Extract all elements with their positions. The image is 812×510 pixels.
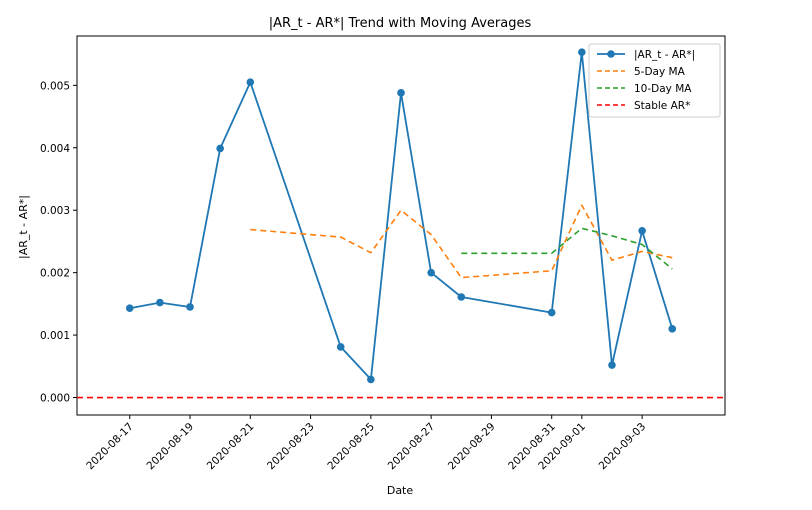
data-point (457, 293, 466, 301)
data-point (608, 361, 616, 369)
legend-label-series-2: 5-Day MA (634, 66, 686, 78)
data-point (547, 308, 556, 317)
series-line-2 (250, 204, 673, 279)
plot-area (76, 35, 726, 416)
series-layer (77, 48, 725, 399)
y-tick-label: 0.001 (40, 330, 70, 342)
data-point (397, 89, 405, 97)
data-point (638, 227, 646, 235)
data-point (367, 375, 375, 384)
y-axis-label: |AR_t - AR*| (17, 195, 30, 259)
y-tick-label: 0.002 (40, 268, 70, 280)
x-axis-label: Date (387, 484, 414, 497)
data-point (156, 298, 164, 307)
y-tick-label: 0.003 (40, 205, 70, 217)
y-axis: 0.000 0.001 0.002 0.003 0.004 0.005 (40, 80, 77, 405)
legend-label-series-1: |AR_t - AR*| (634, 49, 695, 61)
series-line-3 (461, 227, 673, 270)
data-point (246, 78, 255, 87)
legend-marker-series-1 (607, 50, 615, 58)
data-point (427, 268, 435, 277)
chart-title: |AR_t - AR*| Trend with Moving Averages (269, 16, 532, 31)
legend-label-series-3: 10-Day MA (634, 83, 692, 95)
data-point (578, 48, 586, 57)
data-point (125, 304, 134, 313)
y-tick-label: 0.004 (40, 143, 70, 155)
legend-box (588, 43, 721, 118)
legend: |AR_t - AR*| 5-Day MA 10-Day MA Stable A… (588, 43, 721, 118)
data-point (186, 303, 194, 311)
data-point (216, 144, 224, 153)
plot-frame (76, 35, 726, 416)
data-point (336, 343, 345, 351)
data-point (668, 325, 677, 333)
y-tick-label: 0.005 (40, 80, 70, 92)
legend-label-series-4: Stable AR* (634, 100, 690, 112)
y-tick-label: 0.000 (40, 393, 70, 405)
